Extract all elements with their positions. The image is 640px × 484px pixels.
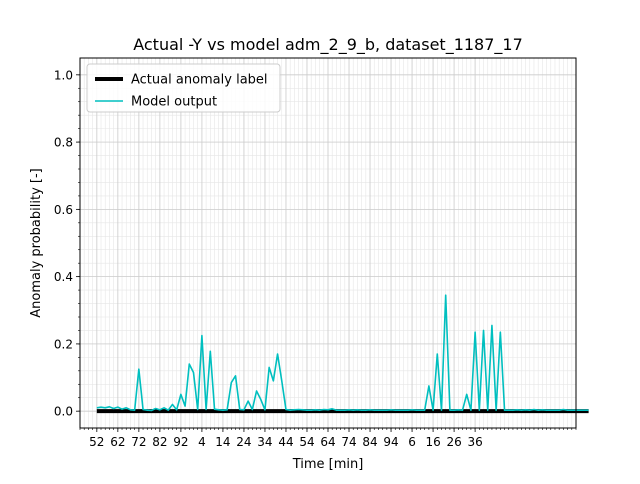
x-tick-label: 36 <box>467 435 482 449</box>
legend: Actual anomaly label Model output <box>86 63 281 113</box>
legend-label: Model output <box>131 95 217 110</box>
x-tick-label: 24 <box>236 435 251 449</box>
series-model-output <box>96 294 589 412</box>
y-axis-label: Anomaly probability [-] <box>29 168 44 317</box>
y-tick-label: 0.4 <box>54 270 73 284</box>
x-tick-label: 54 <box>299 435 314 449</box>
y-tick-label: 0.0 <box>54 405 73 419</box>
x-tick-label: 82 <box>152 435 167 449</box>
x-tick-label: 52 <box>89 435 104 449</box>
y-tick-label: 1.0 <box>54 68 73 82</box>
x-axis-label: Time [min] <box>292 457 364 472</box>
x-tick-label: 94 <box>383 435 398 449</box>
axes: 52 62 72 82 92 4 14 24 34 44 54 64 74 84 94 6 16 26 36 0.0 0… <box>54 57 577 449</box>
y-tick-label: 0.2 <box>54 337 73 351</box>
x-tick-label: 34 <box>257 435 272 449</box>
x-tick-label: 16 <box>425 435 440 449</box>
x-tick-label: 72 <box>131 435 146 449</box>
y-tick-label: 0.8 <box>54 136 73 150</box>
y-tick-label: 0.6 <box>54 203 73 217</box>
series-layer <box>96 294 589 414</box>
x-tick-label: 44 <box>278 435 293 449</box>
grid <box>79 58 577 428</box>
x-tick-label: 4 <box>198 435 206 449</box>
x-tick-label: 74 <box>341 435 356 449</box>
chart-title: Actual -Y vs model adm_2_9_b, dataset_11… <box>133 35 523 55</box>
legend-box <box>86 63 281 113</box>
x-tick-label: 6 <box>408 435 416 449</box>
x-tick-label: 84 <box>362 435 377 449</box>
x-tick-label: 92 <box>173 435 188 449</box>
x-tick-label: 14 <box>215 435 230 449</box>
legend-label: Actual anomaly label <box>131 73 268 88</box>
x-tick-label: 26 <box>446 435 461 449</box>
x-tick-label: 64 <box>320 435 335 449</box>
x-tick-label: 62 <box>110 435 125 449</box>
